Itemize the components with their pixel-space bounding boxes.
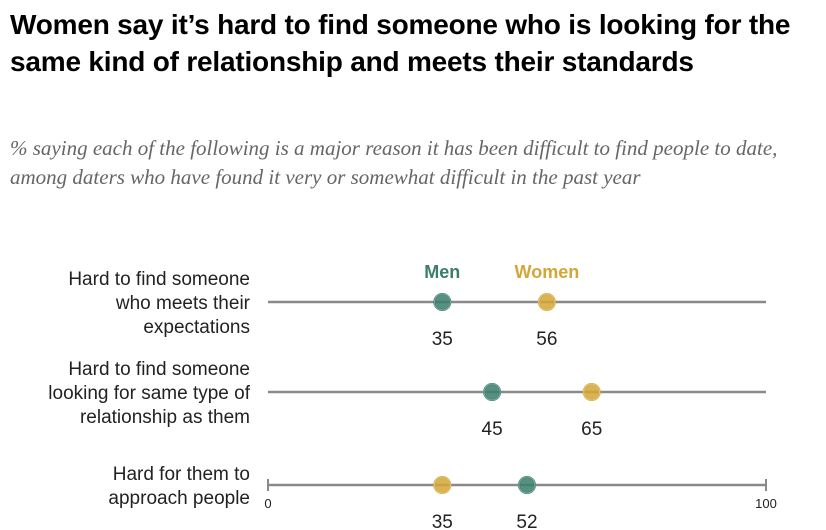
row-label: Hard to find someone: [68, 359, 250, 380]
dot-highlight: [518, 476, 536, 494]
chart-title: Women say it’s hard to find someone who …: [10, 9, 791, 77]
dot-highlight: [483, 383, 501, 401]
row-label: expectations: [143, 317, 250, 338]
value-label-men: 52: [516, 512, 537, 530]
chart-subtitle: % saying each of the following is a majo…: [10, 136, 778, 189]
value-label-men: 45: [482, 419, 503, 440]
row-label: relationship as them: [80, 407, 250, 428]
dot-highlight: [433, 476, 451, 494]
row-label: approach people: [108, 488, 250, 509]
dot-women: [433, 476, 452, 494]
value-label-men: 35: [432, 329, 453, 350]
x-tick-label: 0: [264, 496, 271, 511]
dot-women: [537, 293, 556, 311]
value-label-women: 56: [536, 329, 557, 350]
value-label-women: 65: [581, 419, 602, 440]
row-label: Hard to find someone: [68, 269, 250, 290]
row-label: Hard for them to: [113, 464, 250, 485]
dot-men: [433, 293, 452, 311]
dot-women: [582, 383, 601, 401]
dot-highlight: [538, 293, 556, 311]
dot-men: [483, 383, 502, 401]
x-tick-label: 100: [755, 496, 777, 511]
dot-highlight: [583, 383, 601, 401]
dot-highlight: [433, 293, 451, 311]
value-label-women: 35: [432, 512, 453, 530]
legend-men: Men: [424, 262, 460, 282]
row-label: looking for same type of: [48, 383, 250, 404]
legend-women: Women: [515, 262, 580, 282]
dot-men: [517, 476, 536, 494]
row-label: who meets their: [115, 293, 251, 314]
